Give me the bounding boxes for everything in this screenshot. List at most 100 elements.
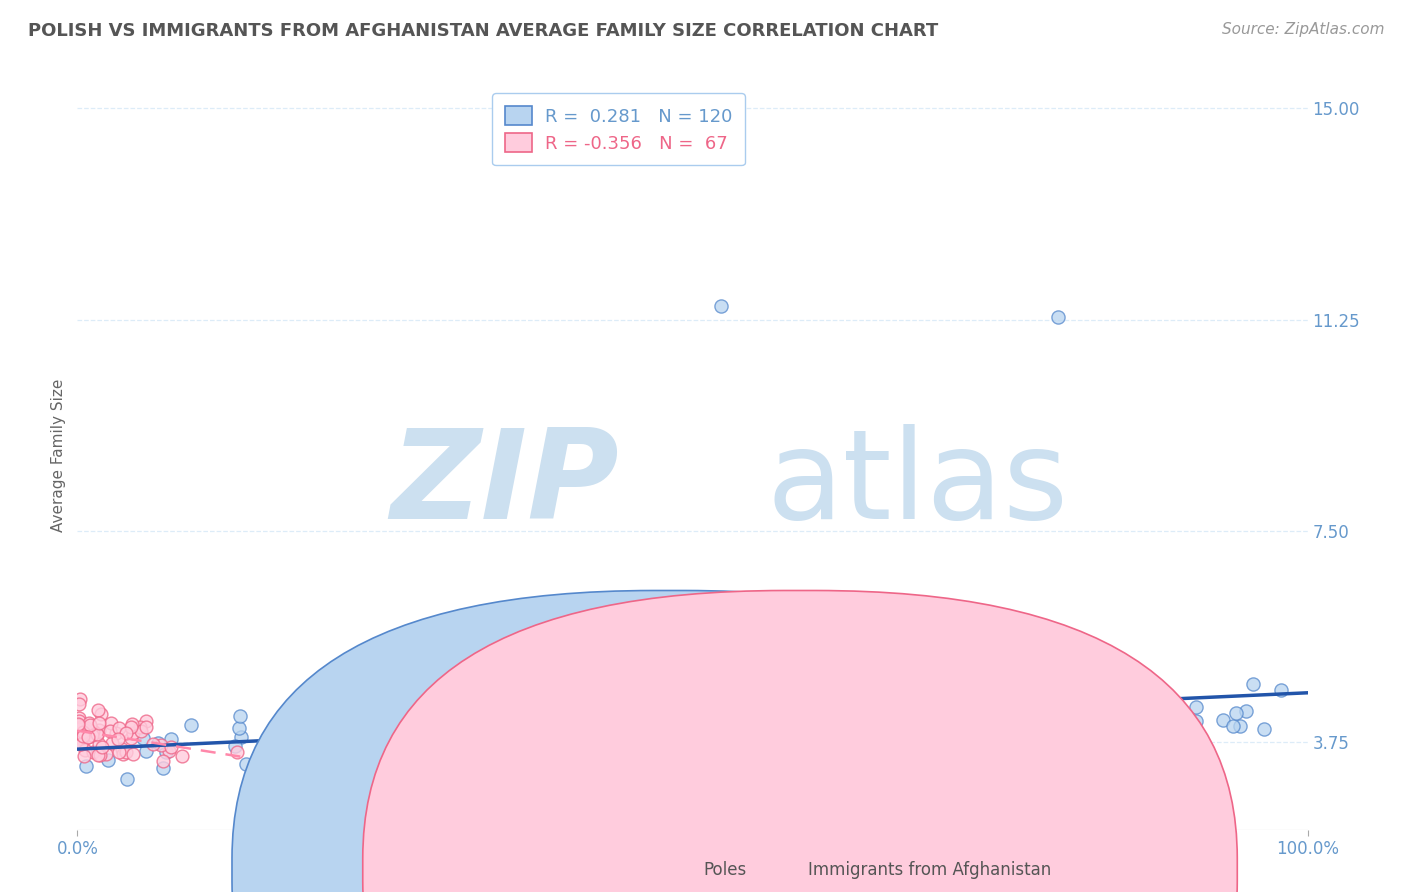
- Text: Source: ZipAtlas.com: Source: ZipAtlas.com: [1222, 22, 1385, 37]
- Point: [501, 746, 523, 760]
- Point: [641, 789, 664, 803]
- Point: [406, 723, 429, 737]
- Point: [101, 736, 124, 750]
- Text: ZIP: ZIP: [389, 425, 619, 545]
- Point: [75, 722, 97, 736]
- Text: POLISH VS IMMIGRANTS FROM AFGHANISTAN AVERAGE FAMILY SIZE CORRELATION CHART: POLISH VS IMMIGRANTS FROM AFGHANISTAN AV…: [28, 22, 938, 40]
- Point: [160, 739, 183, 754]
- Point: [135, 720, 157, 734]
- Point: [636, 726, 658, 740]
- Point: [623, 697, 645, 711]
- Point: [681, 718, 703, 732]
- Text: Poles: Poles: [703, 861, 747, 879]
- Point: [97, 753, 120, 767]
- Point: [1241, 676, 1264, 690]
- Point: [87, 748, 110, 763]
- Point: [465, 737, 488, 751]
- Point: [107, 731, 129, 746]
- Point: [396, 735, 419, 749]
- Point: [170, 749, 193, 764]
- Point: [1212, 713, 1234, 727]
- Point: [907, 620, 929, 634]
- Point: [1270, 682, 1292, 697]
- Point: [73, 749, 96, 764]
- Point: [1143, 676, 1166, 690]
- Point: [77, 730, 100, 744]
- Point: [67, 697, 90, 711]
- Point: [87, 703, 110, 717]
- Point: [710, 695, 733, 709]
- Point: [148, 735, 170, 749]
- Point: [69, 692, 91, 706]
- Point: [69, 729, 91, 743]
- Text: Immigrants from Afghanistan: Immigrants from Afghanistan: [808, 861, 1052, 879]
- Point: [875, 783, 897, 797]
- Point: [897, 728, 920, 742]
- Point: [180, 718, 202, 732]
- Point: [669, 720, 692, 734]
- Point: [87, 737, 110, 751]
- Point: [420, 730, 443, 744]
- Point: [977, 742, 1000, 756]
- Point: [436, 723, 458, 738]
- Point: [631, 728, 654, 742]
- Point: [67, 714, 90, 728]
- Point: [633, 728, 655, 742]
- Point: [576, 706, 599, 721]
- Point: [741, 708, 763, 723]
- Legend: R =  0.281   N = 120, R = -0.356   N =  67: R = 0.281 N = 120, R = -0.356 N = 67: [492, 93, 745, 165]
- Point: [711, 736, 734, 750]
- Point: [110, 741, 132, 756]
- Point: [235, 756, 257, 771]
- Point: [453, 723, 475, 738]
- Point: [66, 717, 89, 731]
- Point: [108, 745, 131, 759]
- Point: [651, 714, 673, 728]
- Point: [939, 699, 962, 714]
- Point: [664, 714, 686, 729]
- Point: [350, 733, 373, 747]
- Point: [82, 745, 104, 759]
- Point: [67, 717, 90, 731]
- Point: [67, 711, 90, 725]
- Point: [901, 699, 924, 714]
- Point: [962, 637, 984, 651]
- Point: [72, 724, 94, 739]
- Point: [231, 731, 253, 745]
- Point: [89, 715, 111, 730]
- Point: [876, 700, 898, 714]
- Point: [1157, 704, 1180, 718]
- Point: [108, 721, 131, 735]
- Point: [990, 709, 1012, 723]
- Point: [733, 714, 755, 728]
- Point: [150, 738, 173, 752]
- Point: [1229, 719, 1251, 733]
- Point: [804, 614, 827, 628]
- Point: [1046, 733, 1069, 747]
- Point: [73, 743, 96, 757]
- Point: [1077, 718, 1099, 732]
- Point: [152, 755, 174, 769]
- Point: [814, 728, 837, 742]
- Point: [76, 730, 98, 744]
- Point: [89, 723, 111, 737]
- Point: [1012, 743, 1035, 757]
- Point: [1234, 704, 1257, 718]
- Point: [66, 721, 89, 735]
- Point: [69, 720, 91, 734]
- Point: [121, 726, 143, 740]
- Point: [1024, 694, 1046, 708]
- Point: [522, 735, 544, 749]
- Point: [122, 747, 145, 762]
- Point: [114, 726, 136, 740]
- Point: [100, 716, 122, 731]
- Point: [75, 758, 97, 772]
- Point: [1066, 716, 1088, 731]
- Point: [583, 731, 606, 745]
- Point: [1050, 694, 1073, 708]
- Point: [135, 714, 157, 728]
- Point: [1181, 731, 1204, 746]
- Point: [709, 710, 731, 724]
- Point: [524, 744, 547, 758]
- Point: [142, 737, 165, 751]
